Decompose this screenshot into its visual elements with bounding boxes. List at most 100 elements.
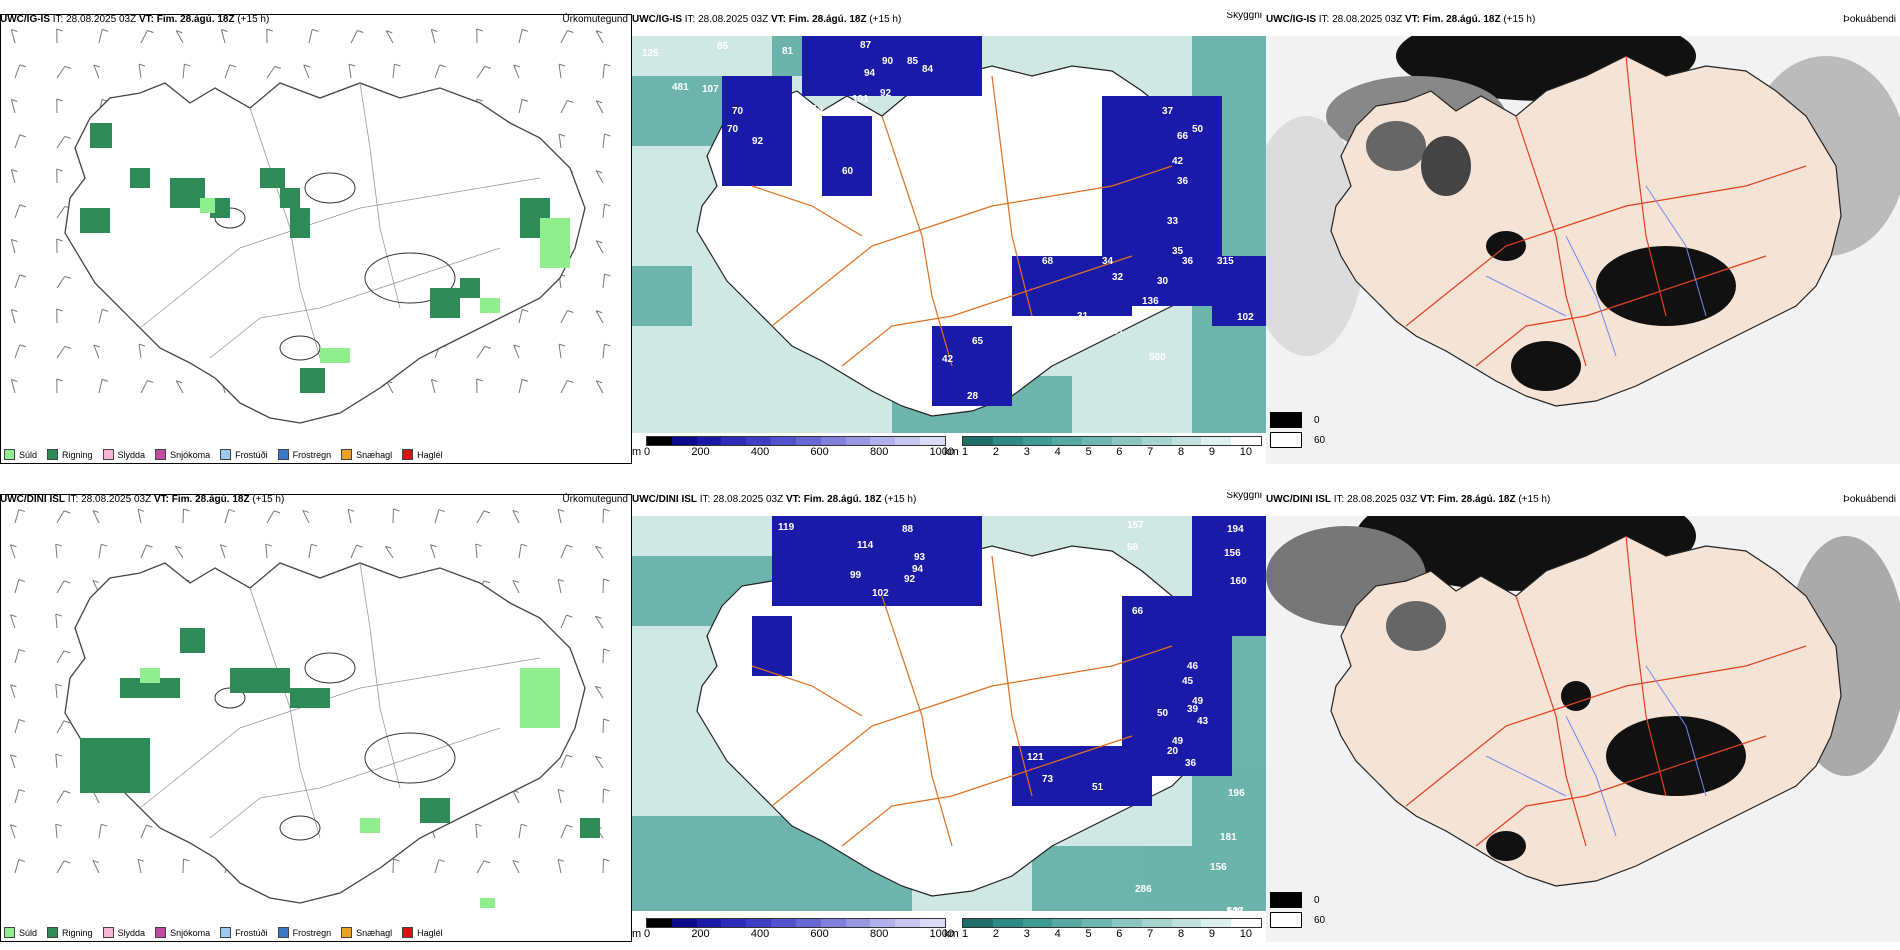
- colorbar-step: [795, 919, 821, 927]
- wind-barb-flag: [10, 614, 17, 618]
- legend-item: Rigning: [47, 927, 93, 938]
- wind-barb-flag: [604, 203, 611, 207]
- wind-barb-flag: [229, 64, 236, 68]
- panel-title: Skyggni: [1226, 12, 1262, 21]
- wind-barb-flag: [521, 543, 528, 547]
- legend-label: Frostregn: [292, 927, 332, 938]
- colorbar-step: [771, 437, 796, 445]
- colorbar-tick: 8: [1178, 928, 1185, 940]
- wind-barb: [602, 204, 605, 219]
- wind-barb: [602, 274, 605, 289]
- wind-barb-flag: [512, 579, 520, 583]
- wind-barb-flag: [183, 858, 190, 862]
- colorbar-step: [696, 437, 722, 445]
- cloud-base-label: 60: [842, 166, 854, 177]
- fog-legend-item: 0: [1270, 412, 1325, 428]
- colorbar-step: [1111, 437, 1142, 445]
- wind-barb: [220, 29, 226, 44]
- wind-barb-flag: [595, 545, 602, 549]
- legend-label: Snjókoma: [170, 927, 211, 938]
- colorbar-step: [1201, 919, 1232, 927]
- wind-barb-flag: [273, 510, 281, 514]
- wind-barb-flag: [567, 310, 574, 314]
- visibility-unit: km: [944, 446, 959, 458]
- colorbar-step: [721, 437, 747, 445]
- wind-barb: [560, 754, 567, 769]
- cloud-base-label: 114: [857, 540, 874, 551]
- wind-barb-flag: [55, 613, 62, 617]
- cloud-base-label: 43: [1197, 716, 1209, 727]
- wind-barb-flag: [483, 580, 491, 584]
- wind-barb: [9, 544, 16, 559]
- it-value: 28.08.2025 03Z: [698, 14, 769, 25]
- model-name: UWC/IG-IS: [1266, 14, 1316, 25]
- cloud-base-label: 70: [732, 106, 744, 117]
- legend-label: Snæhagl: [356, 449, 393, 460]
- cloud-base-label: 39: [1187, 704, 1199, 715]
- wind-barb-flag: [56, 308, 63, 312]
- wind-barb: [56, 650, 65, 664]
- legend-swatch: [341, 927, 353, 938]
- wind-barb-flag: [311, 28, 319, 32]
- legend-swatch: [4, 449, 15, 460]
- wind-barb: [595, 310, 604, 324]
- wind-barb: [137, 859, 142, 874]
- legend-label: Haglél: [417, 449, 443, 460]
- colorbar-step: [920, 919, 945, 927]
- wind-barb-flag: [603, 508, 610, 512]
- wind-barb: [594, 685, 604, 699]
- legend-label: Súld: [19, 927, 38, 938]
- cloud-panel-row1: UWC/IG-IS IT: 28.08.2025 03Z VT: Fim. 28…: [632, 12, 1266, 464]
- legend-item: Snjókoma: [155, 927, 210, 938]
- colorbar-step: [1231, 437, 1261, 445]
- wind-barb-flag: [63, 790, 71, 794]
- wind-barb: [138, 64, 142, 79]
- colorbar-tick: 10: [1239, 928, 1252, 940]
- rivers: [1485, 185, 1707, 357]
- wind-barb-flag: [63, 650, 71, 654]
- colorbar-tick: 200: [691, 928, 710, 940]
- fog-legend-swatch: [1270, 892, 1302, 908]
- wind-barb-flag: [567, 30, 574, 34]
- cloud-base-label: 51: [877, 204, 889, 215]
- wind-barb: [10, 29, 16, 44]
- wind-barb-flag: [11, 239, 18, 242]
- wind-barb-flag: [101, 378, 109, 382]
- legend-swatch: [220, 449, 232, 460]
- visibility-unit: km: [944, 928, 959, 940]
- colorbar-tick: 6: [1116, 446, 1123, 458]
- wind-barb: [385, 30, 394, 44]
- panel-header: UWC/DINI ISL IT: 28.08.2025 03Z VT: Fim.…: [1266, 492, 1900, 507]
- wind-barb-flag: [604, 343, 611, 347]
- colorbar-tick: 9: [1208, 928, 1215, 940]
- wind-barb-flag: [228, 509, 236, 513]
- legend-swatch: [402, 927, 414, 938]
- wind-barb-flag: [92, 859, 100, 863]
- legend-item: Súld: [4, 927, 37, 938]
- wind-barb: [10, 379, 16, 394]
- wind-barb: [350, 30, 358, 44]
- wind-barb-flag: [347, 508, 355, 512]
- wind-barb: [9, 824, 16, 839]
- wind-barb-flag: [146, 824, 153, 828]
- cloud-base-label: 196: [1228, 788, 1245, 799]
- wind-barb: [98, 544, 102, 559]
- wind-barb-flag: [557, 578, 565, 582]
- wind-barb: [513, 64, 520, 79]
- wind-barb-flag: [18, 509, 26, 513]
- wind-barb-flag: [394, 63, 401, 67]
- wind-barb: [14, 719, 20, 734]
- colorbar-tick: 5: [1085, 928, 1092, 940]
- colorbar-tick: 0: [644, 928, 651, 940]
- wind-barb-flag: [596, 240, 603, 244]
- panel-title: Úrkomutegund: [562, 14, 628, 25]
- wind-barb-flag: [56, 238, 63, 242]
- low-cloud-areas: [752, 516, 1266, 806]
- wind-barb: [560, 824, 567, 839]
- it-value: 28.08.2025 03Z: [81, 494, 152, 505]
- wind-barb-flag: [137, 858, 145, 862]
- legend-item: Slydda: [102, 927, 145, 938]
- wind-barb: [512, 790, 520, 804]
- colorbar-tick: 200: [691, 446, 710, 458]
- wind-barb: [518, 544, 522, 559]
